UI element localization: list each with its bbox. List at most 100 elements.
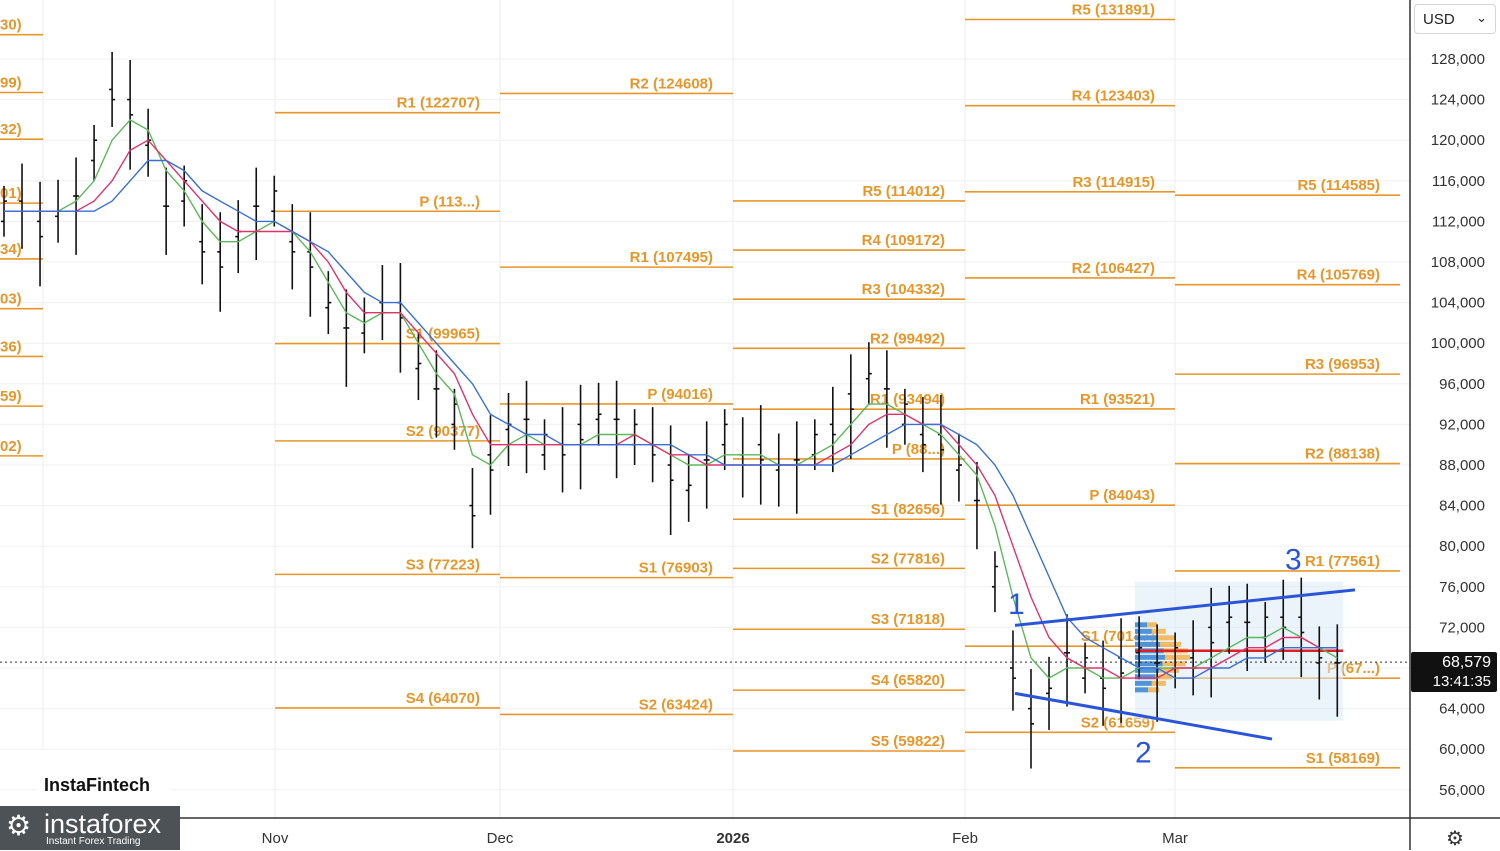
volume-bar-up xyxy=(1135,661,1163,667)
price-tick-label: 80,000 xyxy=(1439,538,1485,555)
price-bar xyxy=(631,409,638,465)
pivot-level: R5 (114585) xyxy=(1175,177,1400,196)
price-bar xyxy=(721,409,728,471)
pivot-label: 02) xyxy=(0,438,22,455)
pivot-level: S5 (59822) xyxy=(733,733,965,752)
price-bar xyxy=(91,124,98,181)
volume-bar-down xyxy=(1155,674,1173,680)
volume-bar-down xyxy=(1147,622,1157,628)
price-bar xyxy=(1009,630,1016,711)
pivot-label: R5 (114585) xyxy=(1297,177,1380,194)
price-bar xyxy=(397,263,404,373)
pivot-level: 02) xyxy=(0,438,43,457)
pivot-level: R2 (124608) xyxy=(500,75,733,95)
pivot-label: 30) xyxy=(0,17,22,34)
price-bar xyxy=(613,380,620,479)
pivot-label: S3 (71818) xyxy=(871,611,945,628)
price-bar xyxy=(739,417,746,498)
price-bar xyxy=(433,350,440,438)
pivot-label: 59) xyxy=(0,388,22,405)
price-bar xyxy=(1100,640,1107,726)
price-tick-label: 92,000 xyxy=(1439,416,1485,433)
price-tick-label: 100,000 xyxy=(1431,335,1485,352)
volume-bar-down xyxy=(1165,654,1190,660)
price-bar xyxy=(919,396,926,473)
volume-bar-up xyxy=(1135,654,1165,660)
price-bar xyxy=(73,157,80,255)
price-tick-label: 76,000 xyxy=(1439,579,1485,596)
pivot-label: S1 (58169) xyxy=(1306,750,1380,767)
price-bar xyxy=(577,384,584,490)
pivot-label: R1 (93521) xyxy=(1080,391,1155,408)
pivot-level: 99) xyxy=(0,74,43,94)
price-bar xyxy=(271,175,278,227)
chart-brand: InstaFintech xyxy=(44,775,151,795)
pivot-level: S1 (82656) xyxy=(733,501,965,521)
instaforex-logo: ⚙ instaforex Instant Forex Trading xyxy=(0,806,180,850)
price-bar xyxy=(37,181,44,287)
wave-label: 3 xyxy=(1285,544,1302,577)
pivot-label: S2 (90377) xyxy=(406,423,480,440)
volume-bar-up xyxy=(1135,635,1157,641)
price-bar xyxy=(1046,656,1053,730)
currency-select[interactable]: USD ⌄ xyxy=(1414,4,1496,34)
pivot-label: R3 (104332) xyxy=(862,281,945,298)
price-bar xyxy=(289,204,296,290)
pivot-label: 32) xyxy=(0,121,22,138)
pivot-level: R3 (104332) xyxy=(733,281,965,301)
pivot-label: S3 (77223) xyxy=(406,556,480,573)
pivot-level: 59) xyxy=(0,388,43,407)
pivot-label: P (113...) xyxy=(419,193,480,210)
pivot-level: S4 (65820) xyxy=(733,672,965,691)
volume-bar-up xyxy=(1135,641,1161,647)
pivot-level: R1 (93521) xyxy=(965,391,1175,410)
pivot-label: R1 (122707) xyxy=(397,95,480,112)
price-bar xyxy=(523,380,530,474)
price-bar xyxy=(775,433,782,507)
pivot-level: R5 (131891) xyxy=(965,2,1175,21)
pivot-level: R4 (123403) xyxy=(965,88,1175,107)
price-tick-label: 108,000 xyxy=(1431,254,1485,271)
pivot-label: P (94016) xyxy=(647,386,713,403)
pivot-label: R2 (124608) xyxy=(630,75,713,92)
wave-annotations: 1 2 3 xyxy=(1008,544,1356,769)
wave-label: 2 xyxy=(1135,736,1152,769)
volume-bar-down xyxy=(1156,635,1175,641)
moving-averages xyxy=(4,119,1338,679)
pivot-level: S1 (58169) xyxy=(1175,750,1400,769)
price-axis: 128,000 124,000 120,000 116,000 112,000 108,0… xyxy=(1431,51,1485,799)
pivot-level: P (84043) xyxy=(965,487,1175,506)
settings-icon[interactable]: ⚙ xyxy=(1446,828,1464,850)
current-price: 68,579 xyxy=(1442,654,1491,671)
pivot-label: R3 (96953) xyxy=(1305,356,1380,373)
pivot-level: R4 (109172) xyxy=(733,232,965,251)
logo-name: instaforex xyxy=(44,809,162,839)
price-bar xyxy=(469,468,476,549)
price-bar xyxy=(109,51,116,128)
pivot-label: S2 (63424) xyxy=(639,696,713,713)
price-bar xyxy=(253,167,260,260)
pivot-level: S2 (63424) xyxy=(500,696,733,716)
logo-tagline: Instant Forex Trading xyxy=(46,836,141,847)
pivot-label: P (84043) xyxy=(1089,487,1155,504)
volume-bar-up xyxy=(1135,687,1149,693)
volume-profile xyxy=(0,581,1410,721)
price-bar xyxy=(1226,585,1233,654)
time-tick-label: Mar xyxy=(1162,830,1188,847)
pivot-level: S3 (77223) xyxy=(275,556,500,576)
pivot-label: P (88...) xyxy=(892,441,945,458)
price-bar xyxy=(1334,624,1341,717)
pivot-label: R2 (88138) xyxy=(1305,446,1380,463)
pivot-level: 30) xyxy=(0,17,43,36)
price-tick-label: 104,000 xyxy=(1431,295,1485,312)
time-axis: Nov Dec 2026 Feb Mar xyxy=(262,830,1188,847)
pivot-level: R1 (107495) xyxy=(500,249,733,268)
price-bars xyxy=(1,51,1341,769)
volume-bar-up xyxy=(1135,628,1152,634)
price-tick-label: 96,000 xyxy=(1439,376,1485,393)
price-bar xyxy=(163,167,170,255)
price-tick-label: 116,000 xyxy=(1432,173,1485,190)
chevron-down-icon: ⌄ xyxy=(1476,10,1487,25)
pivot-level: R1 (122707) xyxy=(275,95,500,114)
